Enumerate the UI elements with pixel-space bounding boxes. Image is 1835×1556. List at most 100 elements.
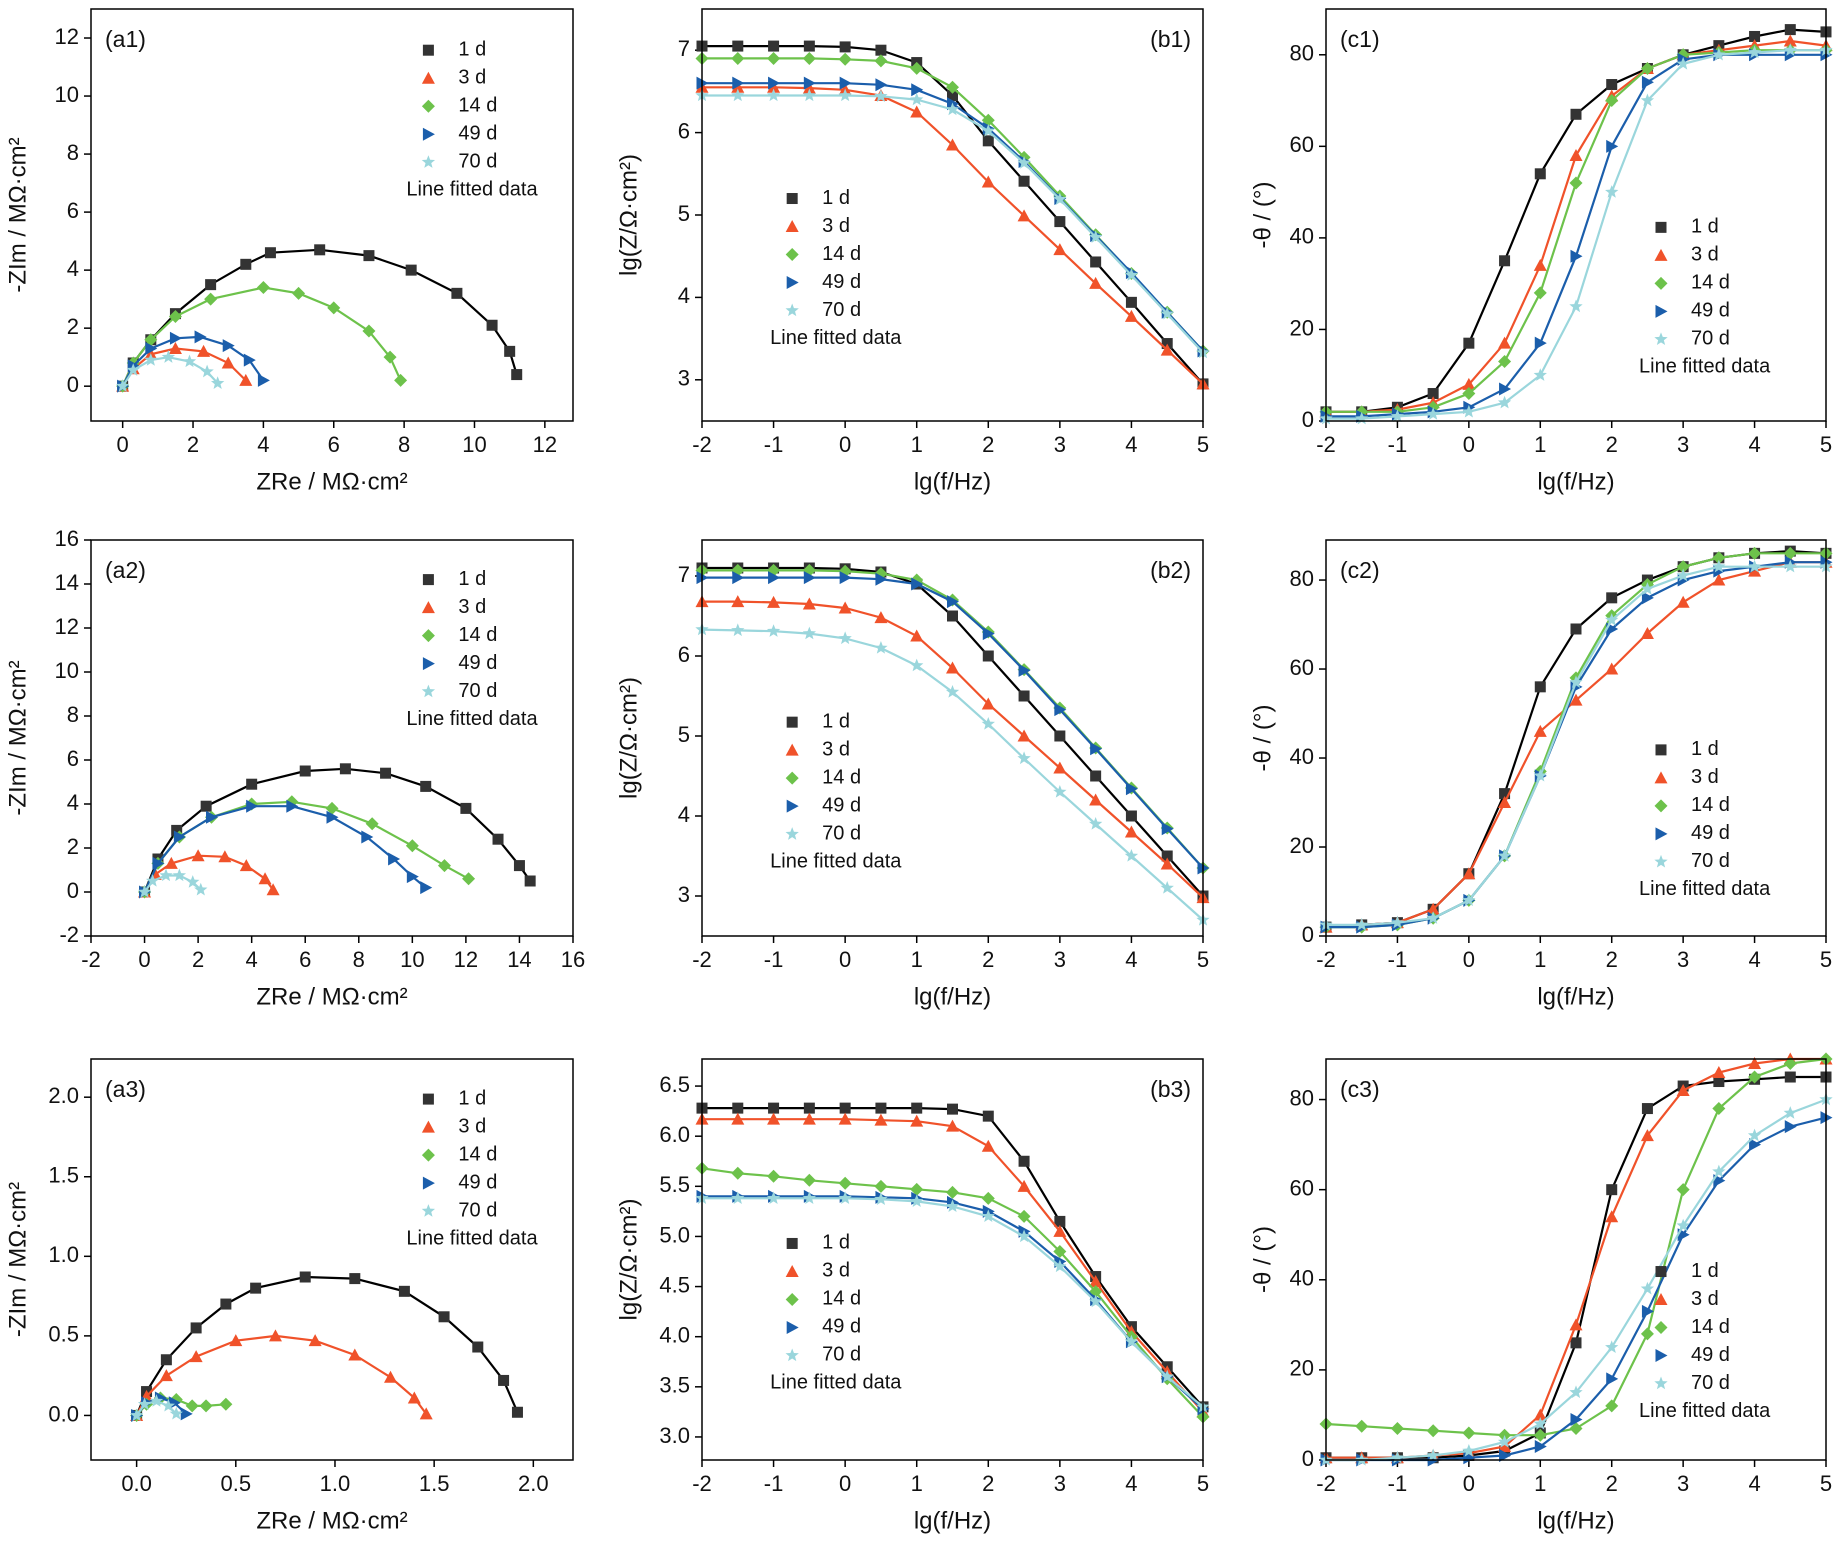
marker bbox=[1640, 581, 1655, 595]
marker bbox=[160, 1354, 172, 1366]
fitted-line bbox=[1325, 549, 1827, 929]
marker bbox=[910, 92, 924, 106]
marker bbox=[981, 717, 995, 730]
fitted-line bbox=[121, 286, 402, 387]
y-tick-label: 40 bbox=[1290, 224, 1314, 249]
marker bbox=[946, 661, 959, 674]
marker bbox=[229, 1334, 243, 1347]
marker bbox=[947, 1103, 958, 1115]
marker bbox=[1390, 1421, 1404, 1435]
marker bbox=[419, 1407, 433, 1420]
marker bbox=[1390, 409, 1405, 423]
marker bbox=[731, 1191, 745, 1205]
marker bbox=[945, 1199, 960, 1213]
x-tick-label: -1 bbox=[764, 1471, 784, 1496]
marker bbox=[1570, 1412, 1583, 1426]
marker bbox=[1655, 1266, 1667, 1278]
marker bbox=[210, 376, 225, 389]
marker bbox=[1606, 79, 1618, 91]
marker bbox=[1533, 724, 1547, 737]
y-tick-label: 20 bbox=[1290, 1356, 1314, 1381]
y-tick-label: 5.0 bbox=[659, 1222, 690, 1247]
marker bbox=[1606, 1184, 1618, 1196]
marker bbox=[767, 80, 781, 93]
marker bbox=[1605, 613, 1619, 626]
marker bbox=[802, 1173, 816, 1187]
marker bbox=[946, 1119, 959, 1132]
marker bbox=[1712, 47, 1726, 61]
marker bbox=[1641, 1103, 1653, 1115]
y-axis-label: -ZIm / MΩ·cm² bbox=[4, 1182, 31, 1337]
legend-label: 14 d bbox=[1691, 272, 1730, 294]
x-tick-label: 2 bbox=[982, 1471, 994, 1496]
marker bbox=[200, 800, 212, 812]
marker bbox=[422, 44, 434, 56]
legend-label: 49 d bbox=[822, 271, 861, 293]
marker bbox=[314, 244, 326, 256]
x-tick-label: 2 bbox=[192, 947, 204, 972]
marker bbox=[732, 1102, 744, 1114]
fitted-line bbox=[702, 82, 1204, 352]
legend-label: 1 d bbox=[822, 1232, 850, 1254]
marker bbox=[498, 1374, 510, 1386]
marker bbox=[422, 1093, 434, 1105]
marker bbox=[394, 373, 408, 387]
marker bbox=[161, 350, 176, 363]
marker bbox=[219, 1397, 233, 1411]
marker bbox=[946, 1185, 959, 1199]
marker bbox=[1533, 1408, 1547, 1421]
marker bbox=[1017, 1209, 1031, 1223]
panel: -2 -1 0 1 2 3 4 5 0 20 40 60 80 lg(f/Hz) -θ / (°) (c3) 1… bbox=[1249, 1052, 1833, 1534]
marker bbox=[1712, 1066, 1726, 1079]
marker bbox=[1124, 309, 1138, 322]
legend-label: 14 d bbox=[1691, 1316, 1730, 1338]
marker bbox=[1712, 559, 1726, 573]
marker bbox=[1053, 243, 1067, 256]
marker bbox=[1161, 850, 1173, 862]
marker bbox=[1569, 693, 1583, 706]
y-tick-label: 4 bbox=[67, 256, 79, 281]
marker bbox=[875, 1102, 887, 1114]
marker bbox=[946, 138, 959, 151]
marker bbox=[421, 1204, 436, 1217]
fitted-line bbox=[143, 854, 274, 893]
marker bbox=[1783, 559, 1797, 573]
marker bbox=[1053, 761, 1067, 774]
marker bbox=[1462, 1426, 1476, 1440]
marker bbox=[383, 350, 397, 364]
y-axis-label: -θ / (°) bbox=[1249, 1226, 1276, 1293]
plot-frame bbox=[701, 539, 1204, 937]
marker bbox=[348, 1348, 362, 1361]
y-tick-label: 2 bbox=[67, 834, 79, 859]
marker bbox=[1533, 768, 1547, 782]
fitted-line bbox=[1326, 28, 1827, 413]
marker bbox=[164, 856, 178, 869]
marker bbox=[839, 571, 852, 585]
x-tick-label: 0 bbox=[138, 947, 150, 972]
panel-label: (b1) bbox=[1150, 26, 1191, 52]
marker bbox=[1605, 1340, 1619, 1354]
marker bbox=[1160, 857, 1174, 870]
marker bbox=[1462, 1443, 1476, 1457]
marker bbox=[981, 1191, 995, 1205]
marker bbox=[1498, 1439, 1512, 1452]
x-tick-label: 1 bbox=[911, 947, 923, 972]
marker bbox=[785, 743, 799, 756]
marker bbox=[1053, 785, 1067, 798]
marker bbox=[875, 44, 887, 56]
x-axis-label: lg(f/Hz) bbox=[1537, 1507, 1614, 1534]
marker bbox=[1606, 592, 1618, 604]
x-tick-label: -1 bbox=[1388, 1471, 1408, 1496]
marker bbox=[421, 684, 436, 698]
legend-label: 3 d bbox=[458, 596, 486, 618]
y-tick-label: 0 bbox=[1302, 1446, 1314, 1471]
marker bbox=[838, 1112, 852, 1125]
marker bbox=[1654, 854, 1668, 868]
fitted-line bbox=[121, 248, 518, 387]
marker bbox=[731, 623, 745, 637]
y-tick-label: 10 bbox=[55, 658, 79, 683]
marker bbox=[1499, 382, 1512, 396]
x-tick-label: -2 bbox=[692, 1471, 712, 1496]
marker bbox=[137, 885, 152, 898]
marker bbox=[1712, 1164, 1726, 1178]
